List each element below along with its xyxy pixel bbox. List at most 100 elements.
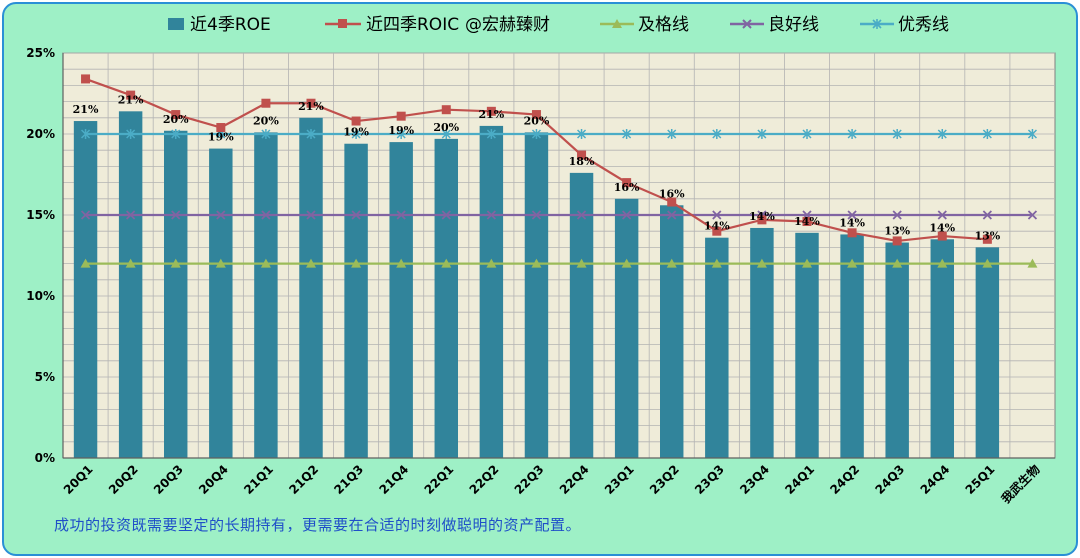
roic-marker — [622, 178, 632, 188]
legend-item-roe: 近4季ROE — [168, 15, 271, 35]
excellent-marker — [171, 129, 181, 139]
roe-bar — [73, 121, 98, 458]
pass-marker — [666, 258, 677, 268]
roe-bar — [524, 132, 549, 458]
x-tick-label: 21Q2 — [286, 462, 321, 497]
roic-marker — [126, 90, 136, 100]
roic-marker — [531, 110, 541, 120]
pass-marker — [756, 258, 767, 268]
roe-bar — [299, 117, 323, 459]
legend-item-good: 良好线 — [730, 15, 819, 35]
good-marker — [396, 210, 406, 220]
roe-data-label: 14% — [704, 220, 730, 233]
excellent-marker — [892, 129, 902, 139]
x-tick-label: 20Q1 — [61, 462, 96, 497]
good-marker — [531, 210, 542, 220]
data-labels: 21% 21% 20% 19% 20% 21% 19% 19% 20% 21% 20% 18% 16% 1… — [73, 93, 1001, 242]
roic-marker — [441, 105, 451, 115]
roe-data-label: 19% — [343, 126, 369, 139]
good-marker — [171, 210, 181, 220]
good-marker — [892, 210, 902, 220]
footer-caption: 成功的投资既需要坚定的长期持有，更需要在合适的时刻做聪明的资产配置。 — [54, 516, 582, 534]
roe-data-label: 20% — [163, 113, 189, 126]
roe-bar — [164, 130, 188, 458]
excellent-marker — [712, 129, 722, 139]
excellent-marker — [982, 129, 992, 139]
x-tick-label: 23Q1 — [602, 462, 637, 497]
excellent-marker — [351, 129, 361, 139]
excellent-marker — [757, 129, 767, 139]
roe-data-label: 20% — [433, 121, 459, 134]
good-marker — [937, 210, 947, 220]
roe-bar — [434, 138, 458, 459]
x-tick-label: 23Q3 — [692, 462, 727, 497]
excellent-marker — [577, 129, 587, 139]
roe-bar — [569, 172, 594, 458]
roe-bar — [705, 237, 729, 458]
legend-item-excellent: 优秀线 — [860, 15, 949, 35]
pass-marker — [260, 258, 271, 268]
roic-marker — [892, 236, 902, 246]
pass-marker — [576, 258, 587, 268]
roe-bar — [885, 242, 909, 458]
good-marker — [1027, 210, 1038, 220]
legend-marker-pass — [612, 19, 622, 28]
roic-marker — [261, 98, 271, 108]
pass-marker — [1027, 258, 1038, 268]
roic-marker — [306, 98, 316, 108]
good-marker — [486, 210, 497, 220]
legend: 近4季ROE 近四季ROIC @宏赫臻财 及格线 良好线 优秀线 — [168, 15, 949, 35]
legend-swatch-roe — [168, 18, 184, 30]
excellent-marker — [126, 129, 136, 139]
y-tick-label: 20% — [26, 127, 55, 141]
roe-bar — [660, 205, 684, 458]
legend-label-roe: 近4季ROE — [190, 15, 271, 35]
legend-label-pass: 及格线 — [638, 15, 689, 35]
excellent-marker — [667, 129, 677, 139]
roe-bar — [795, 232, 819, 458]
roic-marker — [667, 197, 677, 207]
line-series — [80, 74, 1038, 268]
roic-marker — [847, 228, 857, 238]
excellent-marker — [531, 129, 541, 139]
roic-marker — [712, 226, 722, 236]
roe-bar — [209, 148, 233, 458]
pass-marker — [847, 258, 858, 268]
pass-marker — [982, 258, 993, 268]
x-tick-label: 24Q4 — [918, 462, 953, 497]
good-marker — [621, 210, 632, 220]
x-tick-label: 24Q1 — [782, 462, 817, 497]
roic-marker — [577, 150, 587, 160]
x-tick-label: 22Q2 — [467, 462, 502, 497]
excellent-marker — [81, 129, 91, 139]
roe-bar — [254, 132, 278, 458]
roe-bar — [614, 198, 639, 459]
good-marker — [982, 210, 993, 220]
x-tick-label: 20Q2 — [106, 462, 141, 497]
roe-data-label: 21% — [118, 93, 144, 106]
good-marker — [216, 210, 226, 220]
excellent-marker — [396, 129, 406, 139]
roic-marker — [802, 216, 812, 226]
x-tick-label: 21Q3 — [331, 462, 366, 497]
pass-marker — [170, 258, 181, 268]
x-tick-label: 21Q4 — [376, 462, 411, 497]
pass-marker — [531, 258, 542, 268]
roe-bar — [389, 142, 413, 458]
pass-marker — [486, 258, 497, 268]
roe-bar — [930, 239, 954, 458]
good-marker — [261, 210, 271, 220]
roic-marker — [937, 231, 947, 241]
x-tick-label: 23Q2 — [647, 462, 682, 497]
x-tick-label: 我武生物 — [998, 462, 1043, 507]
excellent-marker — [937, 129, 947, 139]
good-marker — [667, 210, 677, 220]
roe-data-label: 20% — [524, 114, 550, 127]
roe-data-label: 14% — [839, 216, 865, 229]
roe-data-label: 19% — [208, 131, 234, 144]
roic-marker — [171, 110, 181, 120]
legend-label-good: 良好线 — [768, 15, 819, 35]
y-tick-label: 0% — [35, 451, 55, 465]
roe-data-label: 13% — [974, 229, 1000, 242]
excellent-marker — [1027, 129, 1037, 139]
